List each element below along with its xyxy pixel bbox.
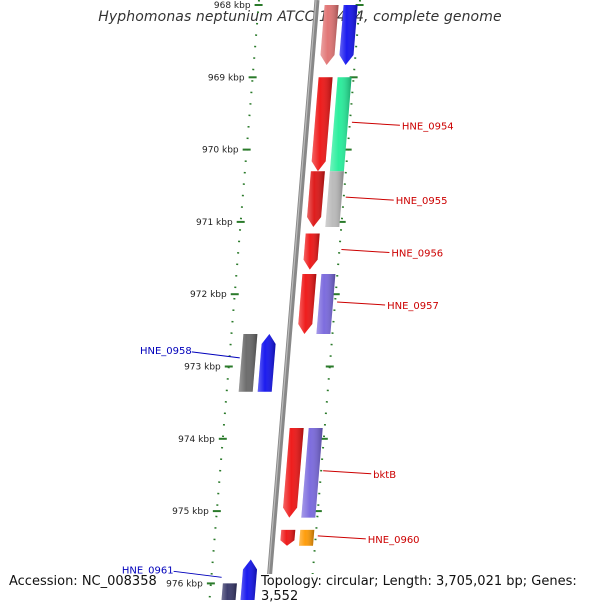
gene-feature-5-shading — [325, 171, 344, 227]
gene-bktb-shading — [283, 428, 304, 518]
gene-bktb-label[interactable]: bktB — [373, 470, 396, 481]
gene-hne-0954-leader — [351, 121, 400, 126]
gene-hne-0958-shading — [257, 334, 276, 392]
scale-tick-label: 975 kbp — [172, 507, 209, 517]
scale-tick-label: 970 kbp — [202, 146, 239, 156]
backbone-highlight — [265, 0, 317, 600]
gene-hne-0956-label[interactable]: HNE_0956 — [391, 249, 443, 260]
gene-feature-8-shading — [316, 274, 336, 334]
scale-ticks: 968 kbp 969 kbp 970 kbp 971 kbp 972 kbp 973 k… — [166, 0, 364, 600]
gene-hne-0960-label[interactable]: HNE_0960 — [368, 535, 420, 546]
gene-hne-0957-leader — [337, 301, 386, 306]
gene-hne-0954-shading — [311, 77, 333, 172]
genome-backbone — [265, 0, 320, 600]
gene-feature-14-shading — [299, 529, 315, 546]
gene-hne-0958-leader — [191, 351, 240, 359]
scale-tick-label: 972 kbp — [190, 290, 227, 300]
scale-tick-label: 971 kbp — [196, 218, 233, 228]
gene-hne-0957-shading — [298, 274, 317, 334]
gene-hne-0957-label[interactable]: HNE_0957 — [387, 301, 439, 312]
gene-hne-0961-shading — [240, 559, 257, 600]
scale-tick-label: 976 kbp — [166, 579, 203, 589]
scale-tick-label: 968 kbp — [214, 1, 251, 11]
scale-tick-label: 973 kbp — [184, 363, 221, 373]
diagram-title: Hyphomonas neptunium ATCC 15444, complet… — [98, 9, 502, 25]
gene-hne-0960-shading — [280, 529, 296, 546]
gene-features — [221, 5, 358, 600]
gene-hne-0956-leader — [341, 249, 390, 254]
gene-feature-0-shading — [320, 5, 339, 65]
gene-bktb-leader — [323, 470, 372, 475]
scale-tick-label: 974 kbp — [178, 435, 215, 445]
scale-tick-label: 969 kbp — [208, 73, 245, 83]
gene-hne-0955-shading — [307, 171, 325, 227]
gene-feature-1-shading — [339, 5, 358, 65]
gene-feature-12-shading — [301, 428, 323, 518]
gene-feature-16-shading — [221, 583, 237, 600]
gene-feature-3-shading — [329, 77, 352, 172]
gene-hne-0961-label[interactable]: HNE_0961 — [122, 565, 174, 576]
gene-feature-10-shading — [238, 334, 258, 392]
gene-hne-0954-label[interactable]: HNE_0954 — [402, 121, 454, 132]
topology-text: Topology: circular; Length: 3,705,021 bp… — [259, 574, 600, 604]
gene-hne-0960-leader — [317, 535, 366, 540]
gene-hne-0958-label[interactable]: HNE_0958 — [140, 346, 192, 357]
gene-hne-0956-shading — [303, 233, 320, 270]
gene-hne-0955-leader — [345, 196, 394, 201]
gene-hne-0955-label[interactable]: HNE_0955 — [396, 196, 448, 207]
accession-text: Accession: NC_008358 — [7, 574, 159, 589]
gene-labels: HNE_0954 HNE_0955 HNE_0956 HNE_0957 HNE_0958… — [122, 121, 454, 578]
backbone-line — [265, 0, 320, 600]
gene-hne-0961-leader — [173, 570, 222, 578]
